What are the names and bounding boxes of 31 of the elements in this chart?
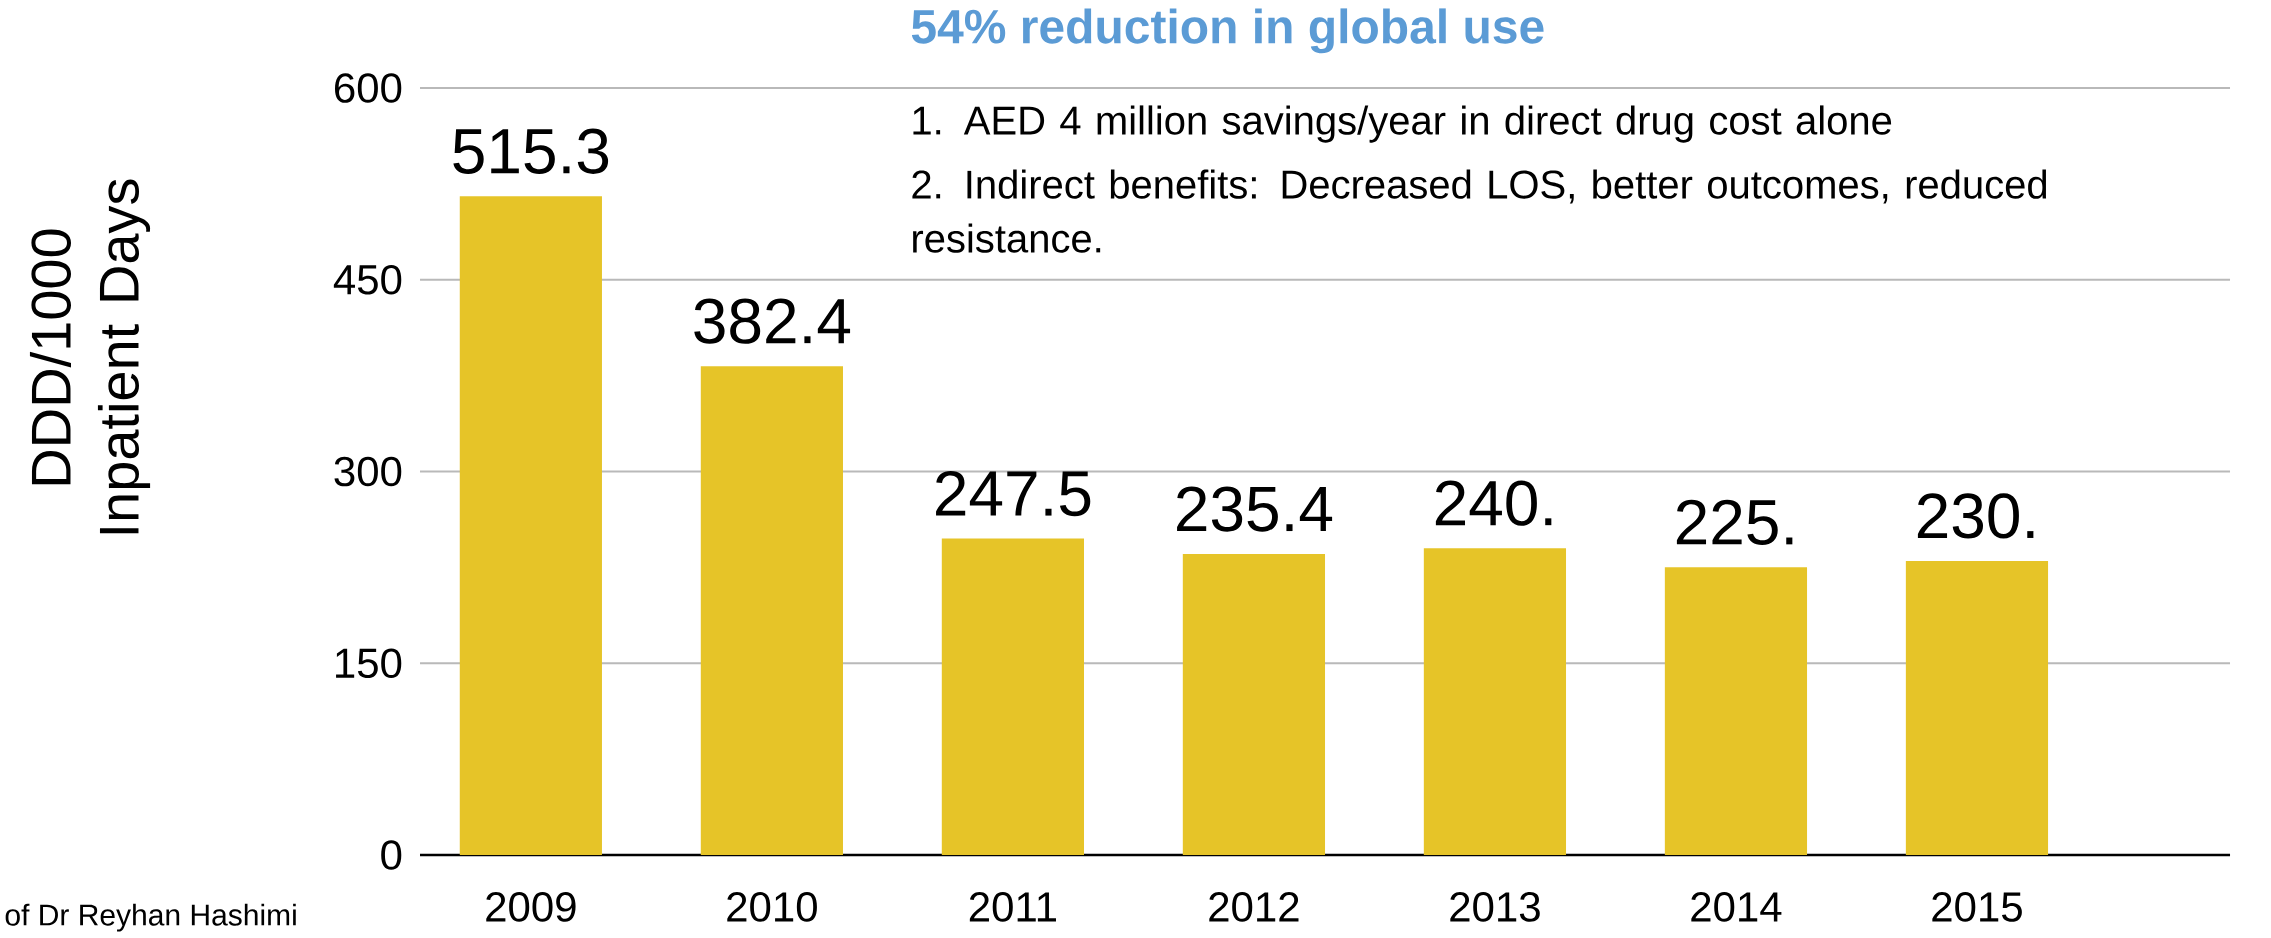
x-tick-label: 2015 <box>1932 892 2022 922</box>
x-tick-label: 2012 <box>1209 892 1299 922</box>
data-label: 225. <box>1676 499 1793 545</box>
bar <box>459 196 602 855</box>
annotation: 2. Indirect benefits: Decreased LOS, better outcomes, reduced resistance. <box>912 169 2047 253</box>
bar <box>1664 567 1808 855</box>
text: of Dr Reyhan Hashimi <box>5 903 296 932</box>
y-axis-title: DDD/1000 Inpatient Days <box>29 179 151 534</box>
bar <box>1423 548 1567 855</box>
data-label: 382.4 <box>694 298 851 344</box>
data-label: 515.3 <box>453 128 609 174</box>
bar <box>1182 554 1326 855</box>
data-label: 247.5 <box>936 470 1091 517</box>
y-tick-label: 150 <box>336 648 402 679</box>
y-tick-label: 600 <box>335 73 402 103</box>
x-tick-label: 2014 <box>1691 892 1782 922</box>
x-tick-label: 2013 <box>1450 892 1540 922</box>
x-tick-label: 2009 <box>486 892 576 922</box>
x-tick-label: 2011 <box>969 892 1056 922</box>
x-tick-label: 2010 <box>727 892 817 922</box>
y-tick-label: 450 <box>333 264 402 295</box>
annotation: 1. AED 4 million savings/year in direct drug cost alone <box>913 105 1892 143</box>
data-label: 230. <box>1917 493 2034 539</box>
bar <box>941 538 1084 855</box>
y-tick-label: 300 <box>334 456 402 487</box>
data-label: 240. <box>1435 480 1552 526</box>
bar <box>1905 560 2049 855</box>
data-label: 235.4 <box>1177 486 1333 532</box>
bar <box>700 366 843 855</box>
y-tick-label: 0 <box>381 840 402 870</box>
chart-title: 54% reduction in global use <box>911 8 1544 54</box>
